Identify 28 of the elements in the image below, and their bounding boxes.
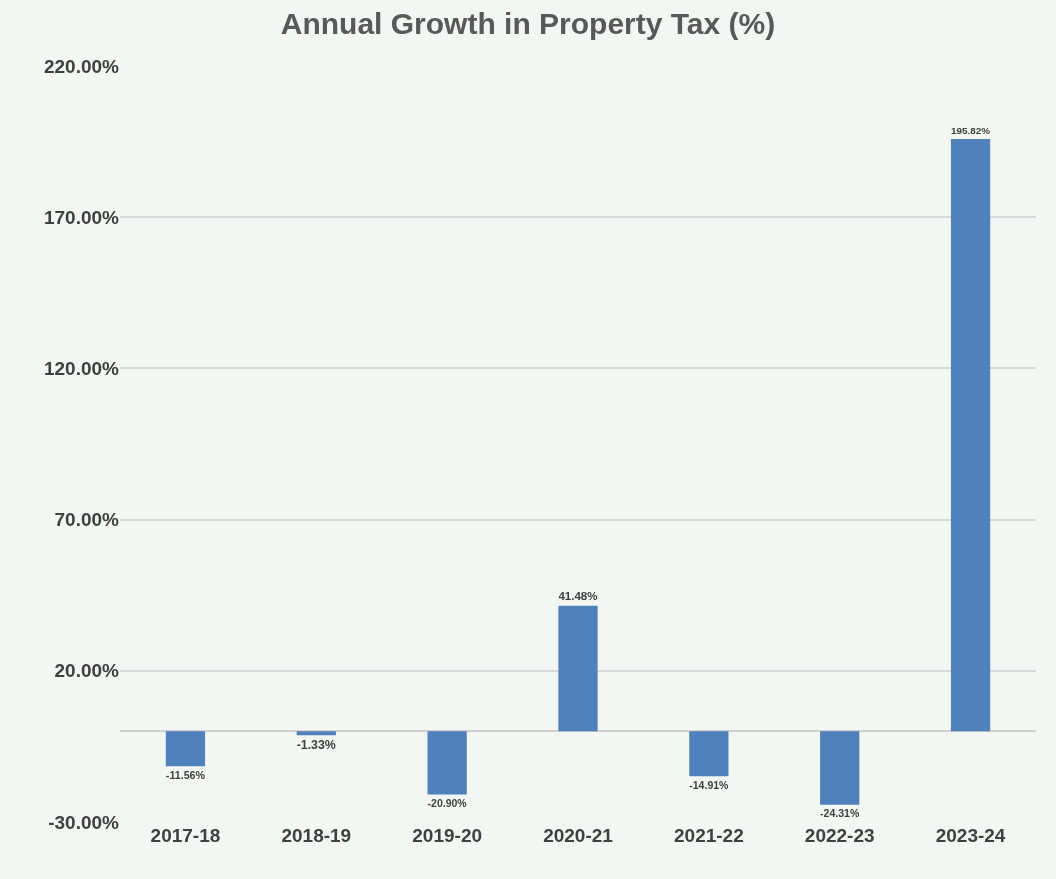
data-label: -20.90% [427,796,468,809]
x-tick-label: 2018-19 [281,825,352,846]
y-tick-label: 170.00% [43,206,120,228]
x-tick-label: 2017-18 [150,825,221,846]
y-tick-label: 70.00% [54,509,120,531]
bar [950,139,991,732]
data-label: 41.48% [558,590,598,603]
x-tick-label: 2022-23 [804,825,875,846]
y-tick-label: 120.00% [43,358,120,380]
data-label: -24.31% [820,807,860,820]
x-tick-label: 2021-22 [673,825,744,846]
bar [558,605,598,732]
data-label: -11.56% [165,768,206,781]
bar [296,731,336,736]
x-tick-label: 2020-21 [543,825,614,846]
bar [165,731,206,767]
y-tick-label: 220.00% [43,55,120,77]
y-tick-label: 20.00% [54,660,120,682]
bar [820,731,860,805]
bar [689,731,729,777]
x-tick-label: 2019-20 [412,825,483,846]
y-tick-label: -30.00% [48,811,120,833]
x-tick-label: 2023-24 [935,825,1006,846]
data-label: -14.91% [689,778,730,791]
chart-title: Annual Growth in Property Tax (%) [280,7,776,41]
data-label: -1.33% [296,738,336,753]
data-label: 195.82% [950,125,991,137]
bar [427,731,467,795]
